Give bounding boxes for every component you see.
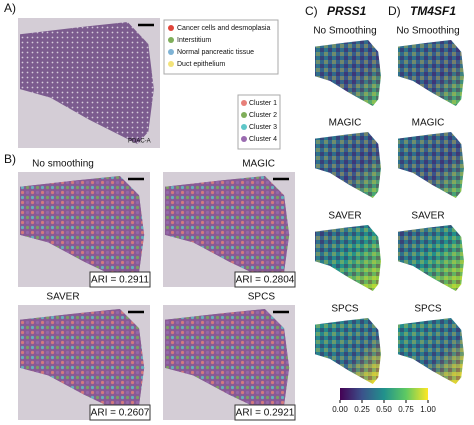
sample-label: PDAC-A [128,139,151,145]
colorbar-tick-label: 0.75 [398,405,414,414]
row-title: SAVER [328,211,361,222]
gene-name: PRSS1 [327,4,367,18]
ari-box [234,404,296,421]
gene-name: TM4SF1 [410,4,456,18]
ari-box [234,271,296,288]
image-title: SAVER [46,292,79,303]
legend-marker [241,136,247,142]
legend-marker [241,124,247,130]
legend-marker [168,49,174,55]
legend-text: Cluster 1 [249,100,277,107]
row-title: No Smoothing [396,26,459,37]
legend-box [163,19,279,75]
tissue-overlay [20,176,145,283]
ari-box [89,271,151,288]
ari-text: ARI = 0.2911 [91,275,149,286]
image-title: SPCS [248,292,276,303]
legend-text: Cluster 2 [249,112,277,119]
colorbar-tick-label: 1.00 [420,405,436,414]
heatmap-cells [315,40,381,106]
colorbar-tick-label: 0.00 [332,405,348,414]
colorbar-tick-label: 0.50 [376,405,392,414]
heatmap-cells [398,225,464,291]
heatmap-cells [398,318,464,384]
legend-marker [241,100,247,106]
row-title: SPCS [414,304,442,315]
row-title: MAGIC [412,118,445,129]
colorbar-tick-label: 0.25 [354,405,370,414]
ari-box [89,404,151,421]
legend-text: Duct epithelium [177,61,225,68]
colorbar [340,388,428,400]
heatmap-cells [315,225,381,291]
image-title: MAGIC [242,159,275,170]
tissue-overlay [20,22,154,144]
legend-marker [168,61,174,67]
ari-text: ARI = 0.2607 [91,408,150,419]
row-title: SPCS [331,304,359,315]
image-title: No smoothing [32,159,94,170]
tissue-overlay [20,309,145,416]
legend-marker [168,37,174,43]
ari-text: ARI = 0.2804 [236,275,295,286]
legend-text: Cancer cells and desmoplasia [177,25,270,32]
heatmap-cells [398,40,464,106]
legend-marker [241,112,247,118]
legend-text: Interstitium [177,37,211,44]
tissue-overlay [165,309,290,416]
legend-text: Cluster 4 [249,136,277,143]
heatmap-cells [398,132,464,198]
legend-text: Normal pancreatic tissue [177,49,254,56]
ari-text: ARI = 0.2921 [236,408,295,419]
row-title: No Smoothing [313,26,376,37]
tissue-overlay [165,176,290,283]
heatmap-cells [315,318,381,384]
row-title: MAGIC [329,118,362,129]
heatmap-cells [315,132,381,198]
panel-label: A) [4,1,16,15]
row-title: SAVER [411,211,444,222]
legend-marker [168,25,174,31]
panel-label: D) [388,4,401,18]
panel-label: B) [4,152,16,166]
legend-text: Cluster 3 [249,124,277,131]
panel-label: C) [305,4,318,18]
